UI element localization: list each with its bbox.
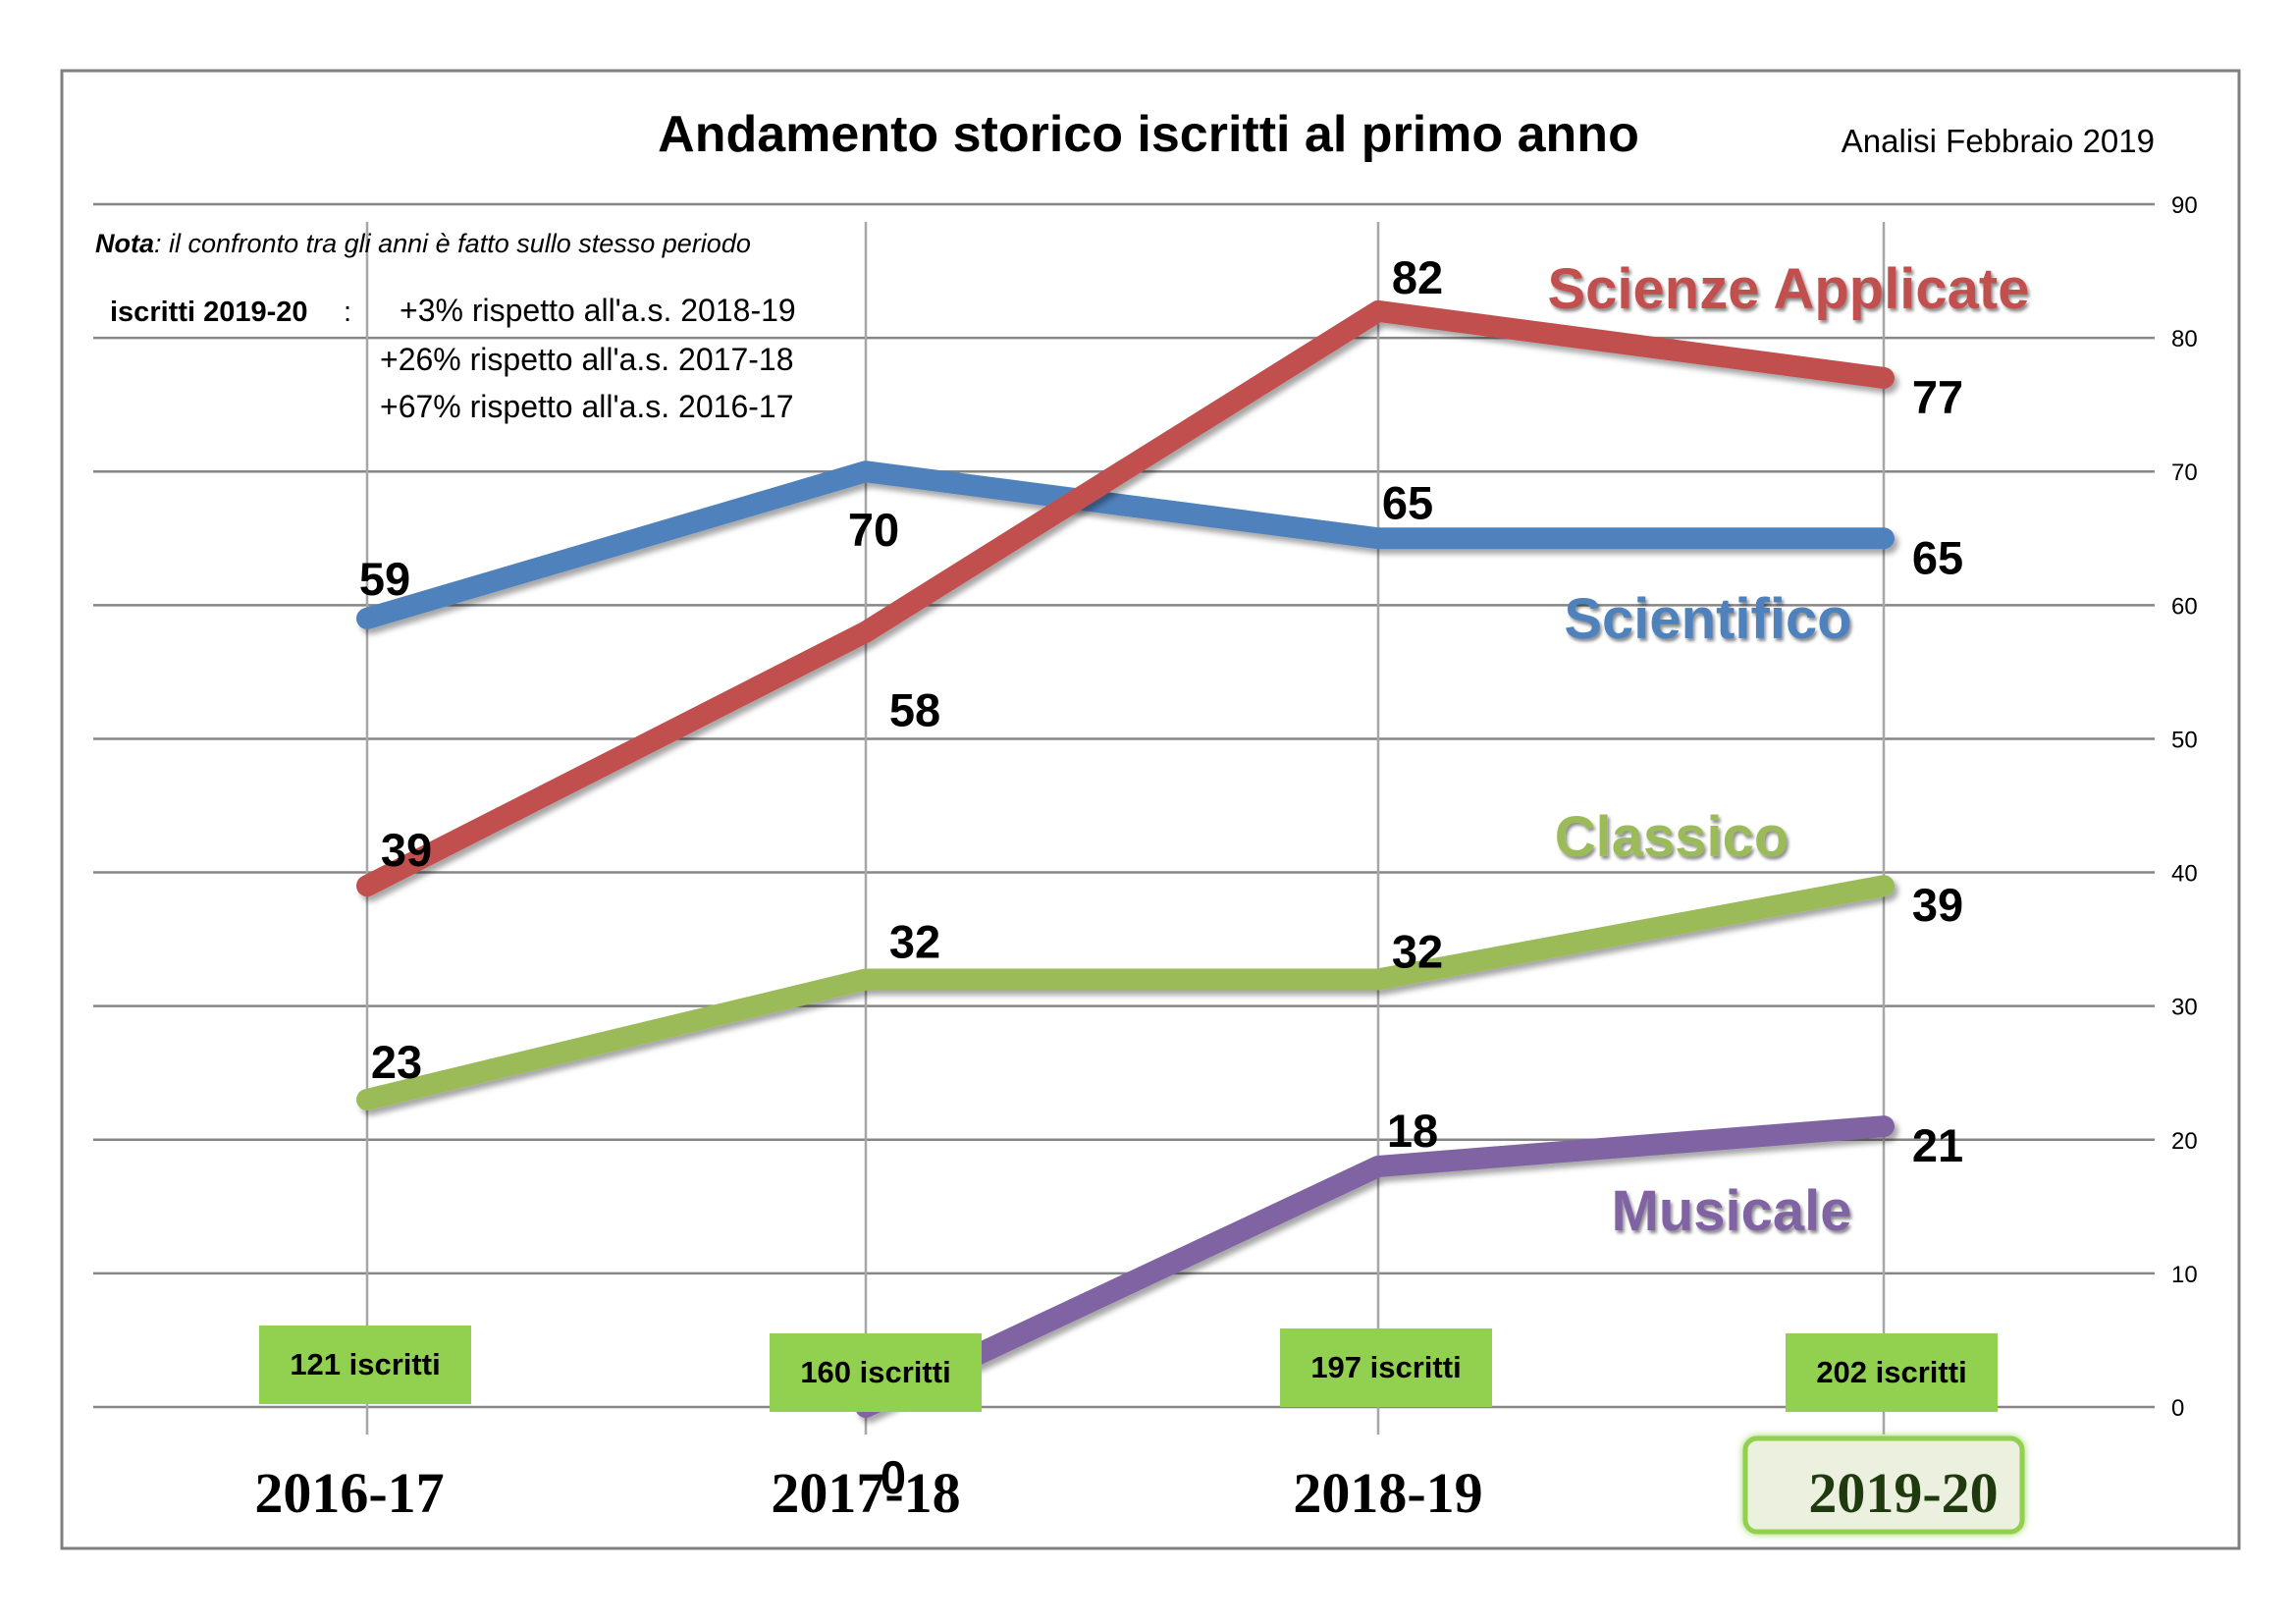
note-text: il confronto tra gli anni è fatto sullo … <box>169 229 751 258</box>
x-category-label: 2017-18 <box>771 1461 960 1525</box>
y-tick-label: 90 <box>2171 192 2198 219</box>
note-label-colon: : <box>344 297 351 328</box>
series-name: Musicale <box>1612 1179 1852 1243</box>
series-name: Classico <box>1555 805 1789 869</box>
y-tick-label: 50 <box>2171 727 2198 753</box>
data-labels: 39 58 82 77 59 70 65 65 23 32 32 39 0 18 21 <box>359 251 1963 1503</box>
note-label: iscritti 2019-20 <box>110 297 308 328</box>
chart-subtitle: Analisi Febbraio 2019 <box>1842 123 2155 159</box>
data-label: 23 <box>371 1036 422 1088</box>
data-label: 59 <box>359 553 410 605</box>
note-line-3: +67% rispetto all'a.s. 2016-17 <box>380 389 793 424</box>
series-line <box>356 299 1895 897</box>
note-line-1: +3% rispetto all'a.s. 2018-19 <box>400 293 796 328</box>
note-block: Nota: il confronto tra gli anni è fatto … <box>95 229 796 424</box>
y-tick-label: 70 <box>2171 460 2198 486</box>
note-line: Nota: il confronto tra gli anni è fatto … <box>95 229 751 258</box>
total-box <box>770 1333 982 1412</box>
y-axis-ticks: 0 10 20 30 40 50 60 70 80 90 <box>2171 192 2198 1422</box>
series-line <box>855 1115 1895 1418</box>
data-label: 65 <box>1912 531 1963 583</box>
chart-title: Andamento storico iscritti al primo anno <box>658 106 1639 163</box>
chart-frame <box>60 69 2241 1550</box>
x-category-label: 2016-17 <box>254 1461 444 1525</box>
gridlines <box>93 202 2155 1435</box>
total-label: 197 iscritti <box>1310 1350 1461 1384</box>
data-label: 39 <box>381 824 432 876</box>
note-prefix: Nota <box>95 229 154 258</box>
series-name: Scienze Applicate <box>1547 257 2029 321</box>
series-name: Scientifico <box>1564 587 1851 651</box>
y-tick-label: 40 <box>2171 861 2198 888</box>
data-label: 0 <box>881 1451 906 1503</box>
y-tick-label: 10 <box>2171 1262 2198 1288</box>
series-lines <box>356 299 1895 1418</box>
total-box <box>1280 1328 1492 1407</box>
note-colon: : <box>154 229 169 258</box>
data-label: 21 <box>1912 1119 1963 1171</box>
totals-boxes: 121 iscritti 160 iscritti 197 iscritti 202 … <box>259 1326 1998 1412</box>
data-label: 32 <box>889 915 940 967</box>
x-category-label: 2018-19 <box>1293 1461 1482 1525</box>
data-label: 82 <box>1392 251 1443 303</box>
total-box <box>1786 1333 1998 1412</box>
y-tick-label: 30 <box>2171 995 2198 1021</box>
data-label: 58 <box>889 684 940 736</box>
x-category-label: 2019-20 <box>1808 1461 1998 1525</box>
data-label: 32 <box>1392 925 1443 977</box>
series-line <box>356 875 1895 1110</box>
total-label: 121 iscritti <box>290 1347 440 1381</box>
total-label: 202 iscritti <box>1816 1355 1966 1389</box>
series-line <box>356 460 1895 629</box>
x-axis-categories: 2016-17 2017-18 2018-19 2019-20 <box>254 1435 2025 1535</box>
data-label: 18 <box>1387 1105 1438 1157</box>
data-label: 39 <box>1912 879 1963 931</box>
y-tick-label: 20 <box>2171 1128 2198 1155</box>
y-tick-label: 60 <box>2171 593 2198 620</box>
series-names: Scienze Applicate Scientifico Classico Musi… <box>1547 257 2029 1243</box>
data-label: 70 <box>848 504 899 556</box>
total-label: 160 iscritti <box>800 1355 950 1389</box>
data-label: 65 <box>1382 476 1433 528</box>
y-tick-label: 0 <box>2171 1395 2184 1422</box>
highlight-box <box>1742 1435 2025 1535</box>
total-box <box>259 1326 471 1404</box>
note-line-2: +26% rispetto all'a.s. 2017-18 <box>380 342 793 377</box>
y-tick-label: 80 <box>2171 326 2198 352</box>
data-label: 77 <box>1912 371 1963 423</box>
